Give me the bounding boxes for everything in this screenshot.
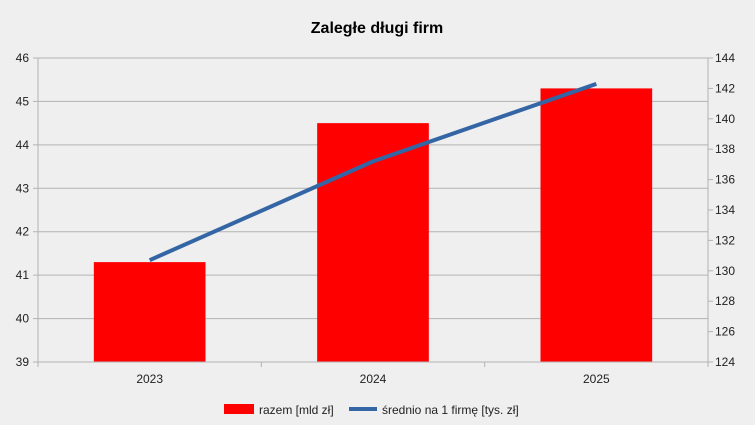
left-tick-label: 39 — [16, 355, 30, 369]
legend-swatch-bar — [224, 404, 254, 414]
x-tick-label: 2023 — [136, 372, 163, 386]
left-tick-label: 42 — [16, 225, 30, 239]
right-tick-label: 144 — [715, 51, 735, 65]
right-tick-label: 138 — [715, 142, 735, 156]
bar — [93, 262, 206, 362]
x-tick-label: 2024 — [360, 372, 387, 386]
left-tick-label: 45 — [16, 94, 30, 108]
right-tick-label: 126 — [715, 325, 735, 339]
line-series — [148, 81, 597, 262]
right-tick-label: 132 — [715, 233, 735, 247]
left-tick-label: 43 — [16, 181, 30, 195]
left-tick-label: 41 — [16, 268, 30, 282]
chart-title: Zaległe długi firm — [311, 20, 443, 37]
x-tick-label: 2025 — [583, 372, 610, 386]
legend-label-line: średnio na 1 firmę [tys. zł] — [382, 403, 519, 417]
bar — [540, 88, 653, 363]
right-tick-label: 140 — [715, 112, 735, 126]
series-line — [148, 81, 597, 262]
right-tick-label: 130 — [715, 264, 735, 278]
axes: 39 40 41 42 43 44 45 46 124 126 128 130 132 134 136 138… — [16, 51, 736, 386]
legend-label-bar: razem [mld zł] — [259, 403, 334, 417]
bar-series — [93, 88, 653, 363]
left-tick-label: 40 — [16, 312, 30, 326]
left-tick-label: 46 — [16, 51, 30, 65]
right-tick-label: 142 — [715, 81, 735, 95]
right-tick-label: 124 — [715, 355, 735, 369]
left-tick-label: 44 — [16, 138, 30, 152]
legend: razem [mld zł] średnio na 1 firmę [tys. z… — [224, 403, 519, 417]
right-tick-label: 134 — [715, 203, 735, 217]
bar — [317, 123, 429, 363]
right-tick-label: 128 — [715, 294, 735, 308]
right-tick-label: 136 — [715, 173, 735, 187]
